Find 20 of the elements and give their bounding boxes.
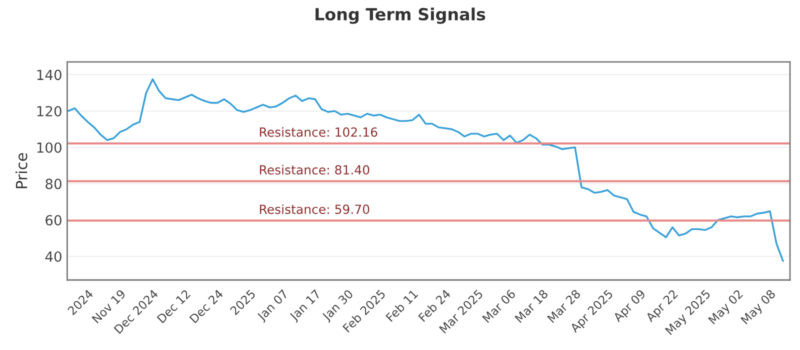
x-tick-label: Jan 17: [288, 289, 322, 323]
ref-line-label: Resistance: 59.70: [260, 204, 370, 214]
x-tick-label: Jan 07: [256, 289, 290, 323]
x-tick-label: Feb 11: [385, 289, 418, 322]
y-tick-label: 120: [37, 106, 62, 116]
x-tick-label: Mar 18: [514, 289, 548, 323]
y-axis-title: Price: [15, 153, 28, 188]
line-series: [67, 78, 784, 262]
y-tick-label: 60: [46, 215, 62, 226]
y-tick-label: 100: [37, 142, 62, 153]
x-tick-label: Mar 06: [482, 289, 516, 323]
y-tick-label: 40: [45, 251, 62, 262]
ref-line-label: Resistance: 102.16: [260, 127, 378, 137]
chart-title: Long Term Signals: [316, 8, 486, 24]
x-tick-label: Dec 12: [156, 289, 191, 324]
y-tick-label: 80: [46, 178, 62, 190]
x-tick-label: Dec 24: [189, 288, 224, 324]
x-tick-label: Apr 09: [612, 289, 648, 324]
y-tick-label: 140: [37, 70, 62, 80]
ref-line-label: Resistance: 81.40: [260, 164, 370, 175]
